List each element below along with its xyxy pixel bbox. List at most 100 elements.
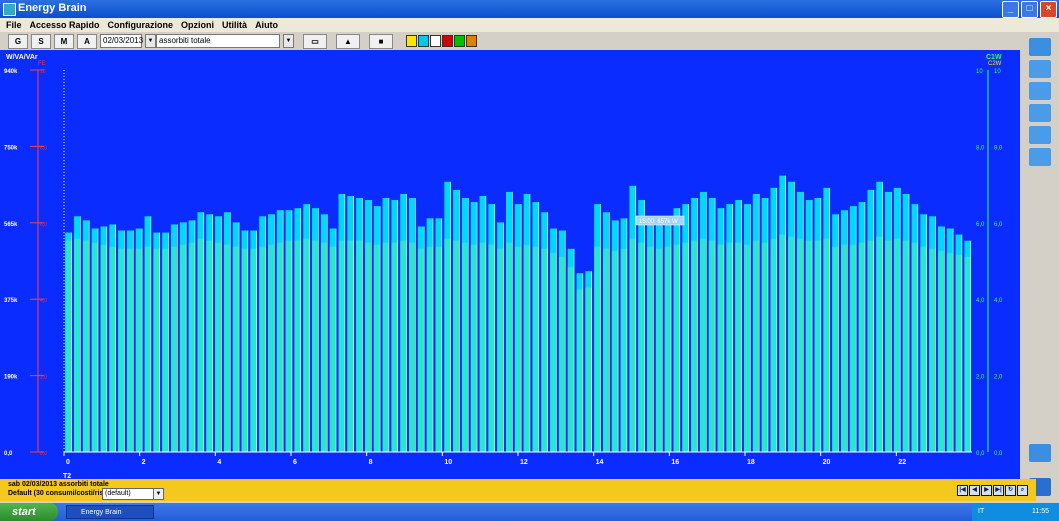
left-red-tick-label: 2,0 (40, 375, 47, 381)
right-sidebar (1021, 32, 1059, 502)
bar-overlay (885, 240, 892, 452)
color-toggle-4[interactable] (442, 35, 453, 47)
bar-overlay (426, 246, 434, 452)
refresh-icon[interactable]: ↻ (1005, 485, 1016, 496)
close-button[interactable]: × (1040, 1, 1057, 18)
bar-overlay (329, 246, 337, 452)
play-icon[interactable]: ▶ (981, 485, 992, 496)
date-field[interactable]: 02/03/2013 (100, 34, 143, 48)
bar-overlay (841, 244, 848, 452)
bar-overlay (65, 240, 72, 452)
left-tick-label: 940k (4, 69, 18, 75)
chart-view-icon[interactable] (1029, 38, 1051, 56)
x-tick-label: 10 (444, 459, 452, 466)
period-week-button[interactable]: S (31, 33, 51, 49)
window-title: Energy Brain (18, 2, 87, 14)
bar-overlay (162, 248, 169, 452)
bar-overlay (135, 248, 143, 452)
meter-select[interactable]: assorbiti totale (156, 34, 280, 48)
right-tick-label-inner: 2,0 (976, 375, 985, 381)
bar-overlay (691, 240, 698, 452)
x-tick-label: 18 (747, 459, 755, 466)
bar-overlay (435, 246, 442, 452)
language-indicator[interactable]: IT (978, 508, 985, 515)
maximize-button[interactable]: □ (1021, 1, 1038, 18)
right-tick-label: 2,0 (994, 375, 1003, 381)
menu-utilita[interactable]: Utilità (222, 20, 248, 30)
color-toggle-3[interactable] (430, 35, 441, 47)
bar-overlay (673, 244, 680, 452)
bar-overlay (285, 240, 292, 452)
export-pdf-icon[interactable] (1029, 126, 1051, 144)
export-icon[interactable]: ▲ (336, 33, 360, 49)
period-month-button[interactable]: M (54, 33, 74, 49)
color-toggle-1[interactable] (406, 35, 417, 47)
bar-overlay (479, 242, 486, 452)
color-toggle-6[interactable] (466, 35, 477, 47)
bar-overlay (400, 240, 407, 452)
right-tick-label: 8,0 (994, 145, 1003, 151)
left-red-tick-label: 0,0 (40, 451, 47, 457)
menu-bar: File Accesso Rapido Configurazione Opzio… (0, 18, 1059, 32)
energy-chart[interactable]: 940k 10 10 10 750k 8,0 8,0 8,0 565k 6,0 6,0 6,0 375k… (0, 50, 1020, 479)
menu-accesso-rapido[interactable]: Accesso Rapido (29, 20, 100, 30)
minimize-button[interactable]: _ (1002, 1, 1019, 18)
menu-aiuto[interactable]: Aiuto (255, 20, 279, 30)
bar-overlay (276, 242, 284, 452)
bar-overlay (567, 267, 575, 452)
document-icon[interactable] (1029, 104, 1051, 122)
bar-overlay (655, 248, 663, 452)
bar-overlay (506, 242, 513, 452)
date-dropdown-icon[interactable]: ▼ (145, 34, 156, 48)
table-view-icon[interactable] (1029, 60, 1051, 78)
left-axis-sub: FE (38, 61, 46, 67)
print-icon[interactable]: ▭ (303, 33, 327, 49)
x-tick-label: 16 (671, 459, 679, 466)
tooltip-text: 15:00: 657k W (639, 219, 678, 225)
color-toggle-5[interactable] (454, 35, 465, 47)
menu-file[interactable]: File (6, 20, 22, 30)
bar-overlay (594, 246, 601, 452)
first-icon[interactable]: |◀ (957, 485, 968, 496)
system-tray: IT 11:55 (972, 503, 1059, 521)
left-tick-label: 750k (4, 145, 18, 151)
stats-icon[interactable] (1029, 444, 1051, 462)
meter-dropdown-icon[interactable]: ▼ (283, 34, 294, 48)
profile-dropdown-icon[interactable]: ▼ (153, 488, 164, 500)
taskbar-energy-brain[interactable]: Energy Brain (66, 505, 154, 519)
taskbar: start Energy Brain IT 11:55 (0, 503, 1059, 521)
menu-opzioni[interactable]: Opzioni (181, 20, 215, 30)
bar-overlay (955, 254, 962, 452)
profile-select[interactable]: (default) (102, 488, 154, 500)
bar-overlay (893, 238, 901, 452)
bar-overlay (126, 248, 134, 452)
zoom-icon[interactable]: ⌕ (1017, 485, 1028, 496)
right-tick-label-inner: 4,0 (976, 298, 985, 304)
bar-overlay (514, 246, 522, 452)
x-tick-label: 22 (898, 459, 906, 466)
bar-overlay (541, 248, 548, 452)
save-icon[interactable]: ■ (369, 33, 393, 49)
menu-configurazione[interactable]: Configurazione (107, 20, 174, 30)
bar-overlay (937, 250, 945, 452)
bar-overlay (867, 240, 874, 452)
toolbar: G S M A 02/03/2013 ▼ assorbiti totale ▼ … (0, 32, 1020, 50)
start-button[interactable]: start (0, 503, 58, 521)
bar-overlay (91, 242, 99, 452)
axes: 940k 10 10 10 750k 8,0 8,0 8,0 565k 6,0 6,0 6,0 375k… (4, 69, 1003, 466)
bar-overlay (699, 238, 707, 452)
right-tick-label-inner: 6,0 (976, 222, 985, 228)
title-bar: Energy Brain _ □ × (0, 0, 1059, 18)
bar-overlay (920, 246, 927, 452)
save-report-icon[interactable] (1029, 82, 1051, 100)
bar-overlay (849, 244, 857, 452)
left-red-tick-label: 6,0 (40, 222, 47, 228)
bar-overlay (338, 240, 345, 452)
bar-overlay (946, 252, 954, 452)
next-page-icon[interactable]: ▶| (993, 485, 1004, 496)
color-toggle-2[interactable] (418, 35, 429, 47)
period-day-button[interactable]: G (8, 33, 28, 49)
exit-icon[interactable] (1029, 148, 1051, 166)
period-year-button[interactable]: A (77, 33, 97, 49)
prev-icon[interactable]: ◀ (969, 485, 980, 496)
